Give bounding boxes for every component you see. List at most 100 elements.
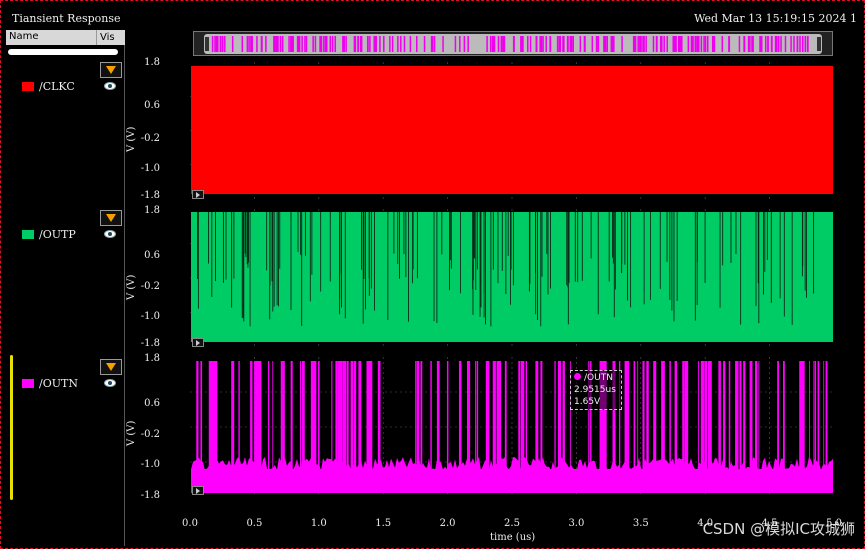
series-outn-pulse [823, 361, 825, 471]
x-tick: 5.0 [826, 518, 842, 529]
series-outn-pulse [475, 361, 477, 471]
legend-item-outp[interactable]: /OUTP [20, 228, 120, 242]
series-outn-pulse [518, 361, 521, 471]
y-tick: -1.0 [140, 163, 160, 174]
panel-clkc[interactable] [190, 62, 834, 199]
series-outn-pulse [662, 361, 665, 471]
column-name-header[interactable]: Name [9, 31, 39, 42]
series-outn-pulse [682, 361, 685, 471]
series-outn-pulse [702, 361, 705, 471]
overview-pulse [265, 36, 267, 52]
overview-pulse [610, 36, 613, 52]
eye-icon[interactable] [104, 230, 116, 238]
marker-label[interactable]: /OUTN 2.9515us 1.65V [570, 370, 622, 410]
panel-outn[interactable] [190, 357, 834, 497]
series-outn-pulse [268, 361, 270, 471]
overview-pulse [591, 36, 594, 52]
series-outn-pulse [415, 361, 416, 471]
overview-pulse [250, 36, 252, 52]
y-tick: -1.8 [140, 338, 160, 349]
eye-icon[interactable] [104, 82, 116, 90]
panel-expand-icon[interactable] [192, 338, 204, 347]
series-outn-pulse [416, 361, 420, 471]
overview-pulse [595, 36, 598, 52]
overview-pulse [643, 36, 645, 52]
filter-icon[interactable] [100, 62, 122, 78]
overview-pulse [696, 36, 699, 52]
overview-pulse [801, 36, 804, 52]
overview-pulse [433, 36, 436, 52]
series-outn-pulse [209, 361, 212, 471]
overview-scrollbar[interactable] [193, 31, 833, 56]
series-outn-pulse [200, 361, 203, 471]
overview-pulse [503, 36, 506, 52]
filter-icon[interactable] [100, 359, 122, 375]
panel-expand-icon[interactable] [192, 190, 204, 199]
overview-pulse [700, 36, 703, 52]
eye-icon[interactable] [104, 379, 116, 387]
legend-item-outn[interactable]: /OUTN [20, 377, 120, 391]
overview-pulse [379, 36, 381, 52]
overview-pulse [324, 36, 327, 52]
legend-scrollbar[interactable] [8, 49, 118, 55]
series-outn-pulse [367, 361, 371, 471]
series-outn-pulse [525, 361, 528, 471]
series-outn-pulse [208, 361, 211, 471]
overview-pulse [320, 36, 323, 52]
overview-pulse [549, 36, 551, 52]
overview-pulse [793, 36, 795, 52]
datetime: Wed Mar 13 15:19:15 2024 1 [694, 12, 857, 25]
overview-pulse [767, 36, 769, 52]
x-tick: 2.0 [439, 518, 456, 529]
color-swatch [22, 230, 34, 239]
overview-pulse [529, 36, 532, 52]
legend-item-clkc[interactable]: /CLKC [20, 80, 120, 94]
overview-pulse [663, 36, 665, 52]
series-outn-pulse [603, 361, 607, 471]
overview-pulse [637, 36, 639, 52]
overview-pulse [334, 36, 336, 52]
series-outn-pulse [238, 361, 240, 471]
series-outn-pulse [704, 361, 708, 471]
series-outn-pulse [436, 361, 440, 471]
overview-pulse [728, 36, 731, 52]
filter-icon[interactable] [100, 210, 122, 226]
overview-pulse [759, 36, 761, 52]
series-outn-pulse [813, 361, 815, 471]
overview-pulse [567, 36, 569, 52]
series-clkc [191, 66, 833, 194]
overview-pulse [323, 36, 325, 52]
overview-pulse [634, 36, 637, 52]
overview-pulse [613, 36, 615, 52]
panel-outp[interactable] [190, 209, 834, 347]
overview-pulse [807, 36, 809, 52]
series-outn-pulse [709, 361, 712, 471]
overview-pulse [329, 36, 332, 52]
series-outn-pulse [250, 361, 253, 471]
overview-pulse [260, 36, 263, 52]
marker-value: 1.65V [574, 397, 601, 407]
overview-pulse [777, 36, 780, 52]
series-outn-pulse [825, 361, 828, 471]
overview-pulse [512, 36, 515, 52]
series-outn-pulse [570, 361, 571, 471]
overview-pulse [632, 36, 635, 52]
overview-pulse [431, 36, 434, 52]
overview-pulse [288, 36, 290, 52]
series-outn-pulse [626, 361, 630, 471]
overview-pulse [611, 36, 614, 52]
column-vis-header[interactable]: Vis [96, 30, 115, 45]
panel-expand-icon[interactable] [192, 486, 204, 495]
series-outn-pulse [504, 361, 507, 471]
overview-waveform [204, 34, 822, 54]
overview-pulse [246, 36, 249, 52]
series-outn-pulse [653, 361, 657, 471]
overview-pulse [656, 36, 658, 52]
overview-pulse [713, 36, 716, 52]
overview-pulse [442, 36, 444, 52]
series-outn-pulse [231, 361, 235, 471]
series-outn-pulse [259, 361, 261, 471]
x-tick: 0.0 [182, 518, 198, 529]
series-outn-pulse [196, 361, 199, 471]
overview-pulse [296, 36, 299, 52]
